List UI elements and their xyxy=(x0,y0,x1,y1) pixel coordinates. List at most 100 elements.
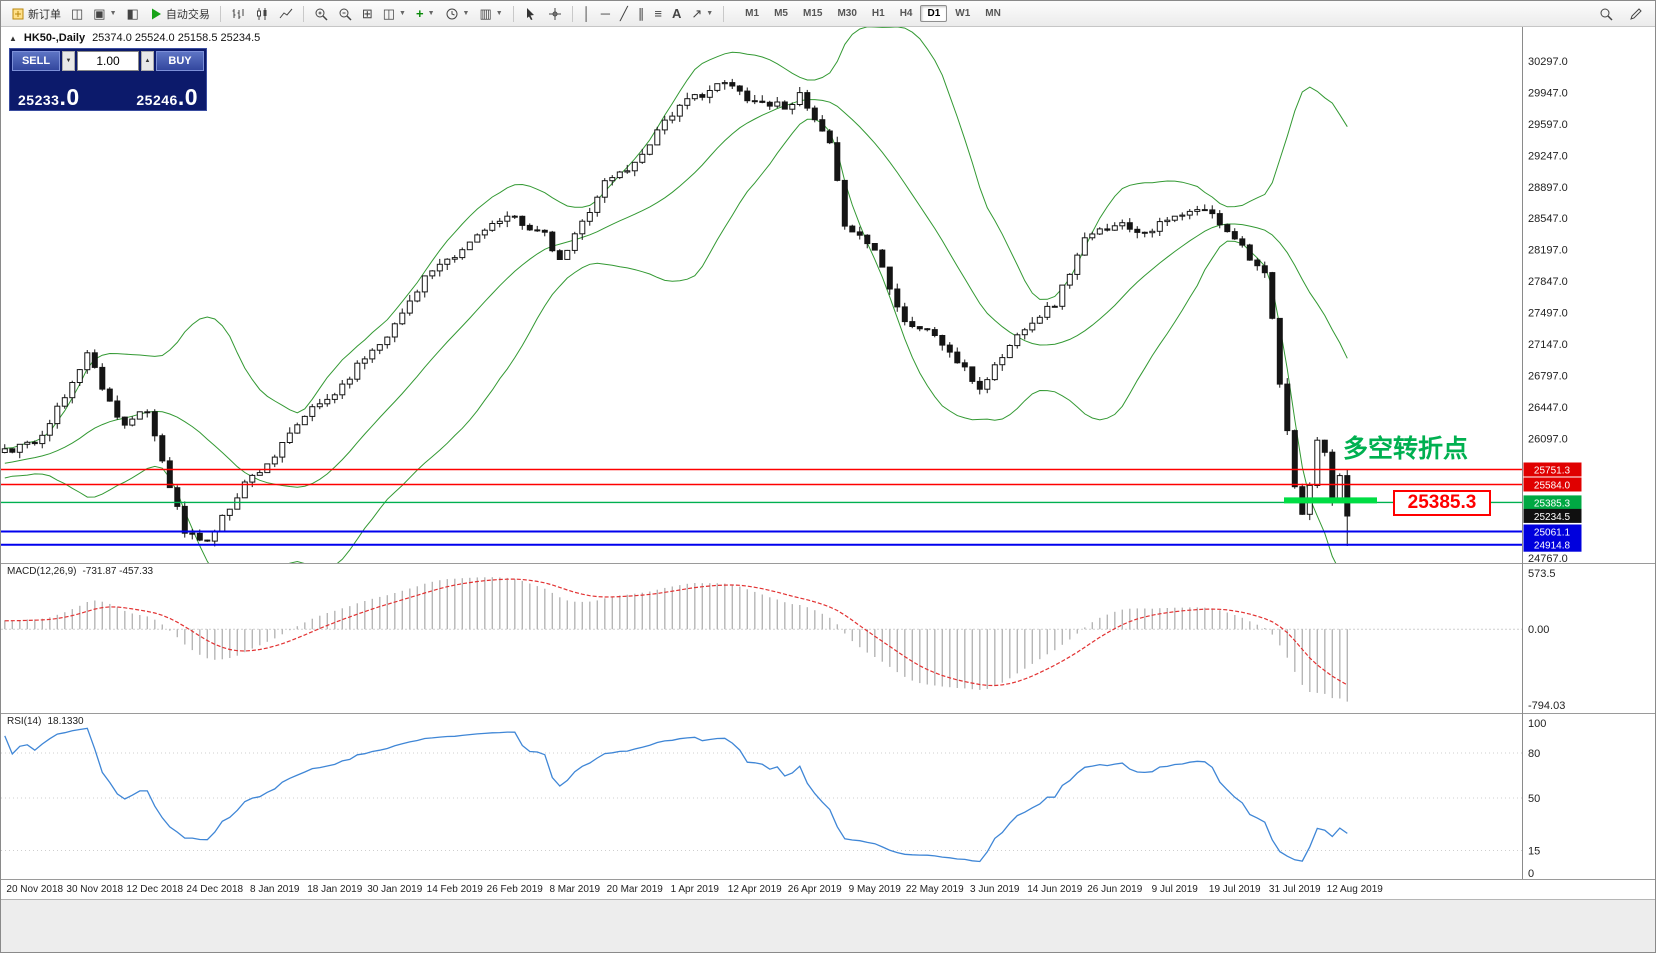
search-icon xyxy=(1600,8,1613,21)
profile-button[interactable]: ▣ ▼ xyxy=(89,5,120,23)
arrows-tool-button[interactable]: ↗ ▼ xyxy=(687,5,717,23)
channel-icon: ∥ xyxy=(637,6,645,21)
terminal-button[interactable]: ◧ xyxy=(123,5,143,23)
rsi-pane[interactable]: 100 80 50 15 0 xyxy=(1,713,1656,879)
rsi-scale-label: 50 xyxy=(1528,793,1540,805)
date-label: 8 Mar 2019 xyxy=(549,884,601,895)
date-label: 8 Jan 2019 xyxy=(250,884,300,895)
text-tool-button[interactable]: A xyxy=(668,5,685,23)
period-button[interactable]: ▼ xyxy=(441,5,474,23)
bar-chart-button[interactable] xyxy=(227,5,249,23)
chevron-down-icon: ▼ xyxy=(109,10,117,17)
timeframe-button-m30[interactable]: M30 xyxy=(837,8,857,19)
timeframe-button-d1[interactable]: D1 xyxy=(920,5,948,22)
date-label: 26 Apr 2019 xyxy=(787,884,842,895)
timeframe-button-m15[interactable]: M15 xyxy=(802,8,823,19)
chevron-down-icon: ▼ xyxy=(427,10,435,17)
bottom-strip xyxy=(1,899,1655,952)
add-indicator-icon: + xyxy=(415,6,424,21)
timeframe-button-h4[interactable]: H4 xyxy=(899,8,913,19)
new-chart-button[interactable]: ◫ ▼ xyxy=(379,5,410,23)
zoom-out-icon xyxy=(339,8,352,21)
new-order-icon xyxy=(12,8,24,19)
chart-symbol-icon: ▲ xyxy=(9,33,17,43)
price-tag-24914.8: 24914.8 xyxy=(1523,537,1582,552)
date-label: 31 Jul 2019 xyxy=(1268,884,1321,895)
timeframe-button-w1[interactable]: W1 xyxy=(955,8,971,19)
line-chart-button[interactable] xyxy=(275,5,297,23)
volume-up-button[interactable]: ▲ xyxy=(141,51,154,71)
tile-windows-button[interactable]: ⊞ xyxy=(358,5,377,23)
new-chart-icon: ◫ xyxy=(382,6,396,21)
date-label: 20 Nov 2018 xyxy=(6,884,64,895)
fibonacci-button[interactable]: ≡ xyxy=(650,5,666,23)
price-axis-labels[interactable]: 30297.0 29947.0 29597.0 29247.0 28897.0 28547… xyxy=(1528,56,1568,563)
chevron-down-icon: ▼ xyxy=(495,10,503,17)
chevron-down-icon: ▼ xyxy=(399,10,406,17)
timeframe-button-h1[interactable]: H1 xyxy=(871,8,885,19)
macd-scale-label: 0.00 xyxy=(1528,624,1549,636)
svg-text:29247.0: 29247.0 xyxy=(1528,150,1568,162)
charts-window-icon: ◫ xyxy=(71,6,84,21)
autotrading-play-icon xyxy=(151,8,161,19)
indicators-button[interactable]: + ▼ xyxy=(412,5,439,23)
autotrading-button[interactable]: 自动交易 xyxy=(145,5,214,23)
rsi-scale-label: 80 xyxy=(1528,748,1540,760)
bollinger-bands xyxy=(4,27,1348,563)
template-button[interactable]: ▥ ▼ xyxy=(475,5,506,23)
current-price-tag: 25234.5 xyxy=(1523,508,1582,523)
new-order-label: 新订单 xyxy=(28,8,61,21)
rsi-scale-label: 100 xyxy=(1528,718,1546,730)
main-price-chart[interactable]: 30297.0 29947.0 29597.0 29247.0 28897.0 28547… xyxy=(1,27,1656,563)
search-button[interactable] xyxy=(1595,5,1617,23)
cursor-button[interactable] xyxy=(520,5,542,23)
date-label: 19 Jul 2019 xyxy=(1208,884,1261,895)
timeframe-button-mn[interactable]: MN xyxy=(985,8,1001,19)
pencil-icon xyxy=(1630,7,1642,20)
date-label: 1 Apr 2019 xyxy=(670,884,719,895)
trendline-button[interactable]: ╱ xyxy=(616,5,632,23)
toolbar-separator xyxy=(302,5,304,22)
buy-button[interactable]: BUY xyxy=(156,51,204,71)
chevron-down-icon: ▼ xyxy=(706,10,714,17)
toolbar-right-group xyxy=(1595,5,1651,23)
date-label: 12 Dec 2018 xyxy=(126,884,184,895)
profile-icon: ▣ xyxy=(93,6,106,21)
svg-text:27497.0: 27497.0 xyxy=(1528,308,1568,320)
crosshair-button[interactable] xyxy=(544,5,566,23)
zoom-out-button[interactable] xyxy=(334,5,356,23)
timeframe-button-m1[interactable]: M1 xyxy=(745,8,760,19)
rsi-scale-label: 15 xyxy=(1528,846,1540,858)
svg-text:25385.3: 25385.3 xyxy=(1534,498,1571,509)
timeframe-button-m5[interactable]: M5 xyxy=(774,8,788,19)
price-tag-25751.3: 25751.3 xyxy=(1523,462,1582,477)
trendline-icon: ╱ xyxy=(620,6,628,21)
macd-scale-label: 573.5 xyxy=(1528,568,1556,580)
date-label: 26 Jun 2019 xyxy=(1087,884,1143,895)
turning-point-annotation[interactable]: 多空转折点 xyxy=(1343,435,1469,463)
sell-button[interactable]: SELL xyxy=(12,51,60,71)
edit-button[interactable] xyxy=(1625,5,1647,23)
price-level-callout[interactable]: 25385.3 xyxy=(1393,490,1491,516)
candlestick-chart-button[interactable] xyxy=(251,5,273,23)
bar-chart-icon xyxy=(232,8,244,19)
horizontal-line-button[interactable]: ─ xyxy=(597,5,614,23)
volume-input[interactable] xyxy=(77,51,139,71)
date-label: 14 Jun 2019 xyxy=(1027,884,1083,895)
date-axis[interactable]: 20 Nov 2018 30 Nov 2018 12 Dec 2018 24 Dec … xyxy=(1,879,1655,899)
svg-text:29597.0: 29597.0 xyxy=(1528,119,1568,131)
vertical-line-button[interactable]: │ xyxy=(579,5,595,23)
new-order-button[interactable]: 新订单 xyxy=(7,5,65,23)
charts-window-button[interactable]: ◫ xyxy=(67,5,87,23)
volume-down-button[interactable]: ▼ xyxy=(62,51,75,71)
svg-text:24767.0: 24767.0 xyxy=(1528,553,1568,563)
macd-pane[interactable]: 573.5 0.00 -794.03 xyxy=(1,563,1656,713)
zoom-in-button[interactable] xyxy=(310,5,332,23)
macd-indicator-label: MACD(12,26,9) -731.87 -457.33 xyxy=(7,566,154,577)
sell-price: 25233.0 xyxy=(18,84,80,110)
horizontal-line-icon: ─ xyxy=(600,6,611,21)
fibonacci-icon: ≡ xyxy=(654,6,662,21)
channel-button[interactable]: ∥ xyxy=(634,5,649,23)
buy-price: 25246.0 xyxy=(136,84,198,110)
